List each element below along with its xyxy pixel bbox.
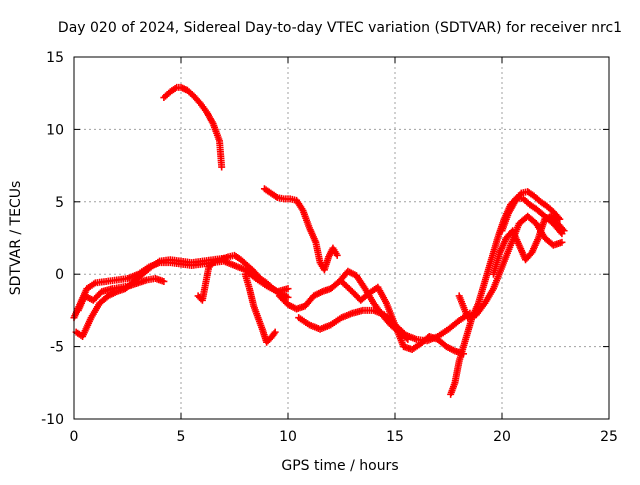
- series-track-7: [260, 185, 341, 274]
- grid: [74, 57, 609, 419]
- series-track-2: [72, 254, 228, 340]
- series-track-14: [498, 188, 564, 235]
- chart-title: Day 020 of 2024, Sidereal Day-to-day VTE…: [58, 20, 622, 36]
- y-tick-label: 10: [46, 122, 64, 138]
- series-track-4: [160, 83, 226, 171]
- series-track-10: [338, 277, 467, 358]
- x-tick-label: 20: [493, 429, 511, 445]
- data-point-marker: [218, 163, 226, 171]
- y-tick-label: 15: [46, 50, 64, 66]
- series-track-13: [489, 212, 568, 278]
- data-point-marker: [554, 214, 562, 222]
- data-point-marker: [333, 251, 341, 259]
- series-track-3: [74, 275, 168, 314]
- series-track-9: [295, 306, 474, 345]
- data-point-marker: [160, 277, 168, 285]
- x-tick-label: 5: [177, 429, 186, 445]
- series-track-6: [241, 270, 279, 346]
- data-point-marker: [559, 225, 567, 233]
- y-tick-label: -10: [41, 412, 64, 428]
- y-tick-label: -5: [50, 340, 64, 356]
- data-point-marker: [558, 238, 566, 246]
- y-tick-label: 5: [55, 195, 64, 211]
- plot-frame: [73, 56, 610, 420]
- data-point-marker: [556, 215, 564, 223]
- data-point-marker: [284, 293, 292, 301]
- data-point-marker: [270, 330, 278, 338]
- axis-ticks: 0 5 10 15 20 25 -10 -5 0 5 10 15: [41, 50, 618, 445]
- data-points: [70, 83, 568, 398]
- data-point-marker: [271, 328, 279, 336]
- x-tick-label: 10: [279, 429, 297, 445]
- series-track-12: [455, 212, 566, 322]
- x-tick-label: 0: [70, 429, 79, 445]
- y-tick-label: 0: [55, 267, 64, 283]
- data-point-marker: [560, 227, 568, 235]
- series-track-8: [275, 267, 412, 343]
- series-track-5: [194, 251, 292, 304]
- x-tick-label: 25: [600, 429, 618, 445]
- data-point-marker: [284, 285, 292, 293]
- x-tick-label: 15: [386, 429, 404, 445]
- x-axis-label: GPS time / hours: [281, 458, 398, 474]
- y-axis-label: SDTVAR / TECUs: [8, 181, 24, 296]
